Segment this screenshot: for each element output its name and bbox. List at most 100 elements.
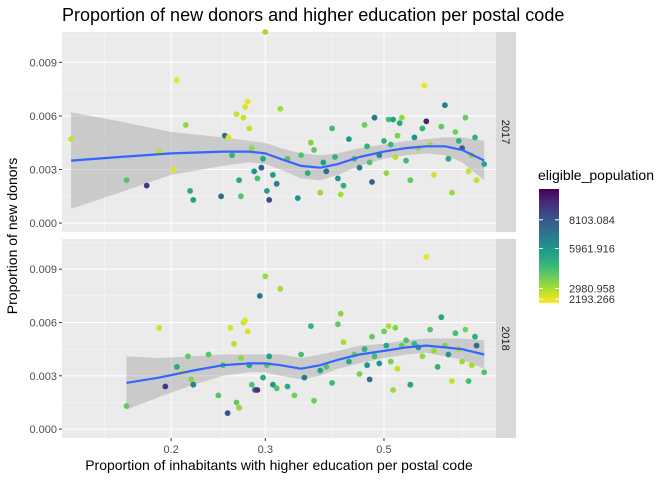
data-point bbox=[266, 353, 273, 360]
data-point bbox=[465, 168, 472, 175]
colorbar-label: 8103.084 bbox=[569, 215, 615, 227]
data-point bbox=[411, 134, 418, 141]
data-point bbox=[369, 179, 375, 185]
data-point bbox=[170, 166, 177, 173]
data-point bbox=[227, 324, 234, 331]
data-point bbox=[392, 154, 399, 160]
data-point bbox=[346, 358, 352, 365]
data-point bbox=[376, 360, 383, 367]
data-point bbox=[455, 138, 462, 144]
data-point bbox=[438, 314, 445, 321]
y-tick-label: 0.000 bbox=[29, 424, 57, 436]
data-point bbox=[323, 364, 330, 370]
data-point bbox=[236, 404, 243, 411]
data-point bbox=[449, 189, 455, 196]
colorbar-label: 5961.916 bbox=[569, 244, 615, 256]
facet-strip bbox=[496, 32, 516, 232]
data-point bbox=[254, 175, 261, 182]
colorbar bbox=[539, 189, 559, 303]
data-point bbox=[462, 114, 469, 121]
confidence-band bbox=[71, 112, 485, 209]
data-point bbox=[442, 102, 448, 109]
data-point bbox=[335, 175, 341, 182]
data-point bbox=[364, 143, 370, 150]
data-point bbox=[411, 340, 418, 347]
data-point bbox=[270, 381, 276, 388]
data-point bbox=[465, 378, 472, 384]
data-point bbox=[187, 188, 194, 194]
data-point bbox=[481, 161, 488, 168]
data-point bbox=[298, 152, 304, 159]
data-point bbox=[445, 155, 452, 162]
data-point bbox=[452, 330, 459, 337]
data-point bbox=[371, 114, 378, 121]
data-point bbox=[445, 351, 452, 358]
data-point bbox=[366, 376, 373, 383]
data-point bbox=[182, 122, 189, 128]
data-point bbox=[162, 383, 169, 390]
data-point bbox=[403, 337, 409, 344]
color-legend: eligible_population 8103.084 5961.916 2980… bbox=[538, 167, 654, 306]
x-axis-title: Proportion of inhabitants with higher ed… bbox=[85, 457, 473, 473]
data-point bbox=[423, 253, 430, 260]
data-point bbox=[385, 323, 392, 329]
data-point bbox=[452, 129, 459, 135]
data-point bbox=[277, 285, 284, 292]
data-point bbox=[190, 381, 197, 388]
data-point bbox=[284, 383, 291, 390]
data-point bbox=[231, 340, 237, 347]
facet-strip-label: 2017 bbox=[499, 120, 511, 144]
data-point bbox=[473, 342, 480, 349]
data-point bbox=[329, 380, 335, 386]
chart-title: Proportion of new donors and higher educ… bbox=[62, 5, 564, 25]
colorbar-label: 2980.958 bbox=[569, 284, 615, 296]
data-point bbox=[68, 136, 74, 143]
data-point bbox=[273, 180, 280, 187]
data-point bbox=[473, 177, 480, 184]
data-point bbox=[262, 273, 269, 280]
data-point bbox=[390, 387, 396, 393]
data-point bbox=[246, 125, 253, 132]
data-point bbox=[419, 125, 426, 132]
data-point bbox=[273, 385, 280, 392]
data-point bbox=[481, 369, 488, 376]
data-point bbox=[364, 362, 370, 369]
legend-title: eligible_population bbox=[538, 167, 654, 183]
data-point bbox=[233, 111, 240, 117]
data-point bbox=[356, 164, 363, 171]
data-point bbox=[218, 193, 225, 200]
data-point bbox=[385, 116, 392, 123]
data-point bbox=[236, 177, 243, 184]
y-tick-label: 0.009 bbox=[29, 264, 57, 276]
data-point bbox=[260, 374, 266, 381]
data-point bbox=[251, 168, 258, 175]
data-point bbox=[215, 392, 222, 399]
data-point bbox=[419, 353, 426, 360]
data-point bbox=[291, 392, 298, 399]
data-point bbox=[233, 399, 240, 406]
data-point bbox=[383, 342, 390, 349]
data-point bbox=[431, 348, 437, 354]
data-point bbox=[423, 118, 430, 125]
data-point bbox=[371, 353, 378, 360]
data-point bbox=[123, 403, 130, 409]
data-point bbox=[262, 29, 269, 35]
data-point bbox=[256, 293, 263, 299]
data-point bbox=[323, 168, 330, 175]
data-point bbox=[277, 105, 284, 112]
data-point bbox=[244, 328, 251, 335]
data-point bbox=[337, 191, 344, 198]
data-point bbox=[304, 170, 311, 177]
data-point bbox=[398, 114, 405, 121]
data-point bbox=[242, 317, 249, 324]
data-point bbox=[472, 134, 478, 141]
data-point bbox=[240, 114, 247, 121]
data-point bbox=[383, 170, 390, 177]
data-point bbox=[427, 326, 433, 333]
data-point bbox=[156, 324, 163, 331]
data-point bbox=[264, 188, 270, 194]
data-point bbox=[308, 139, 314, 146]
data-point bbox=[438, 123, 445, 130]
data-point bbox=[403, 157, 409, 164]
